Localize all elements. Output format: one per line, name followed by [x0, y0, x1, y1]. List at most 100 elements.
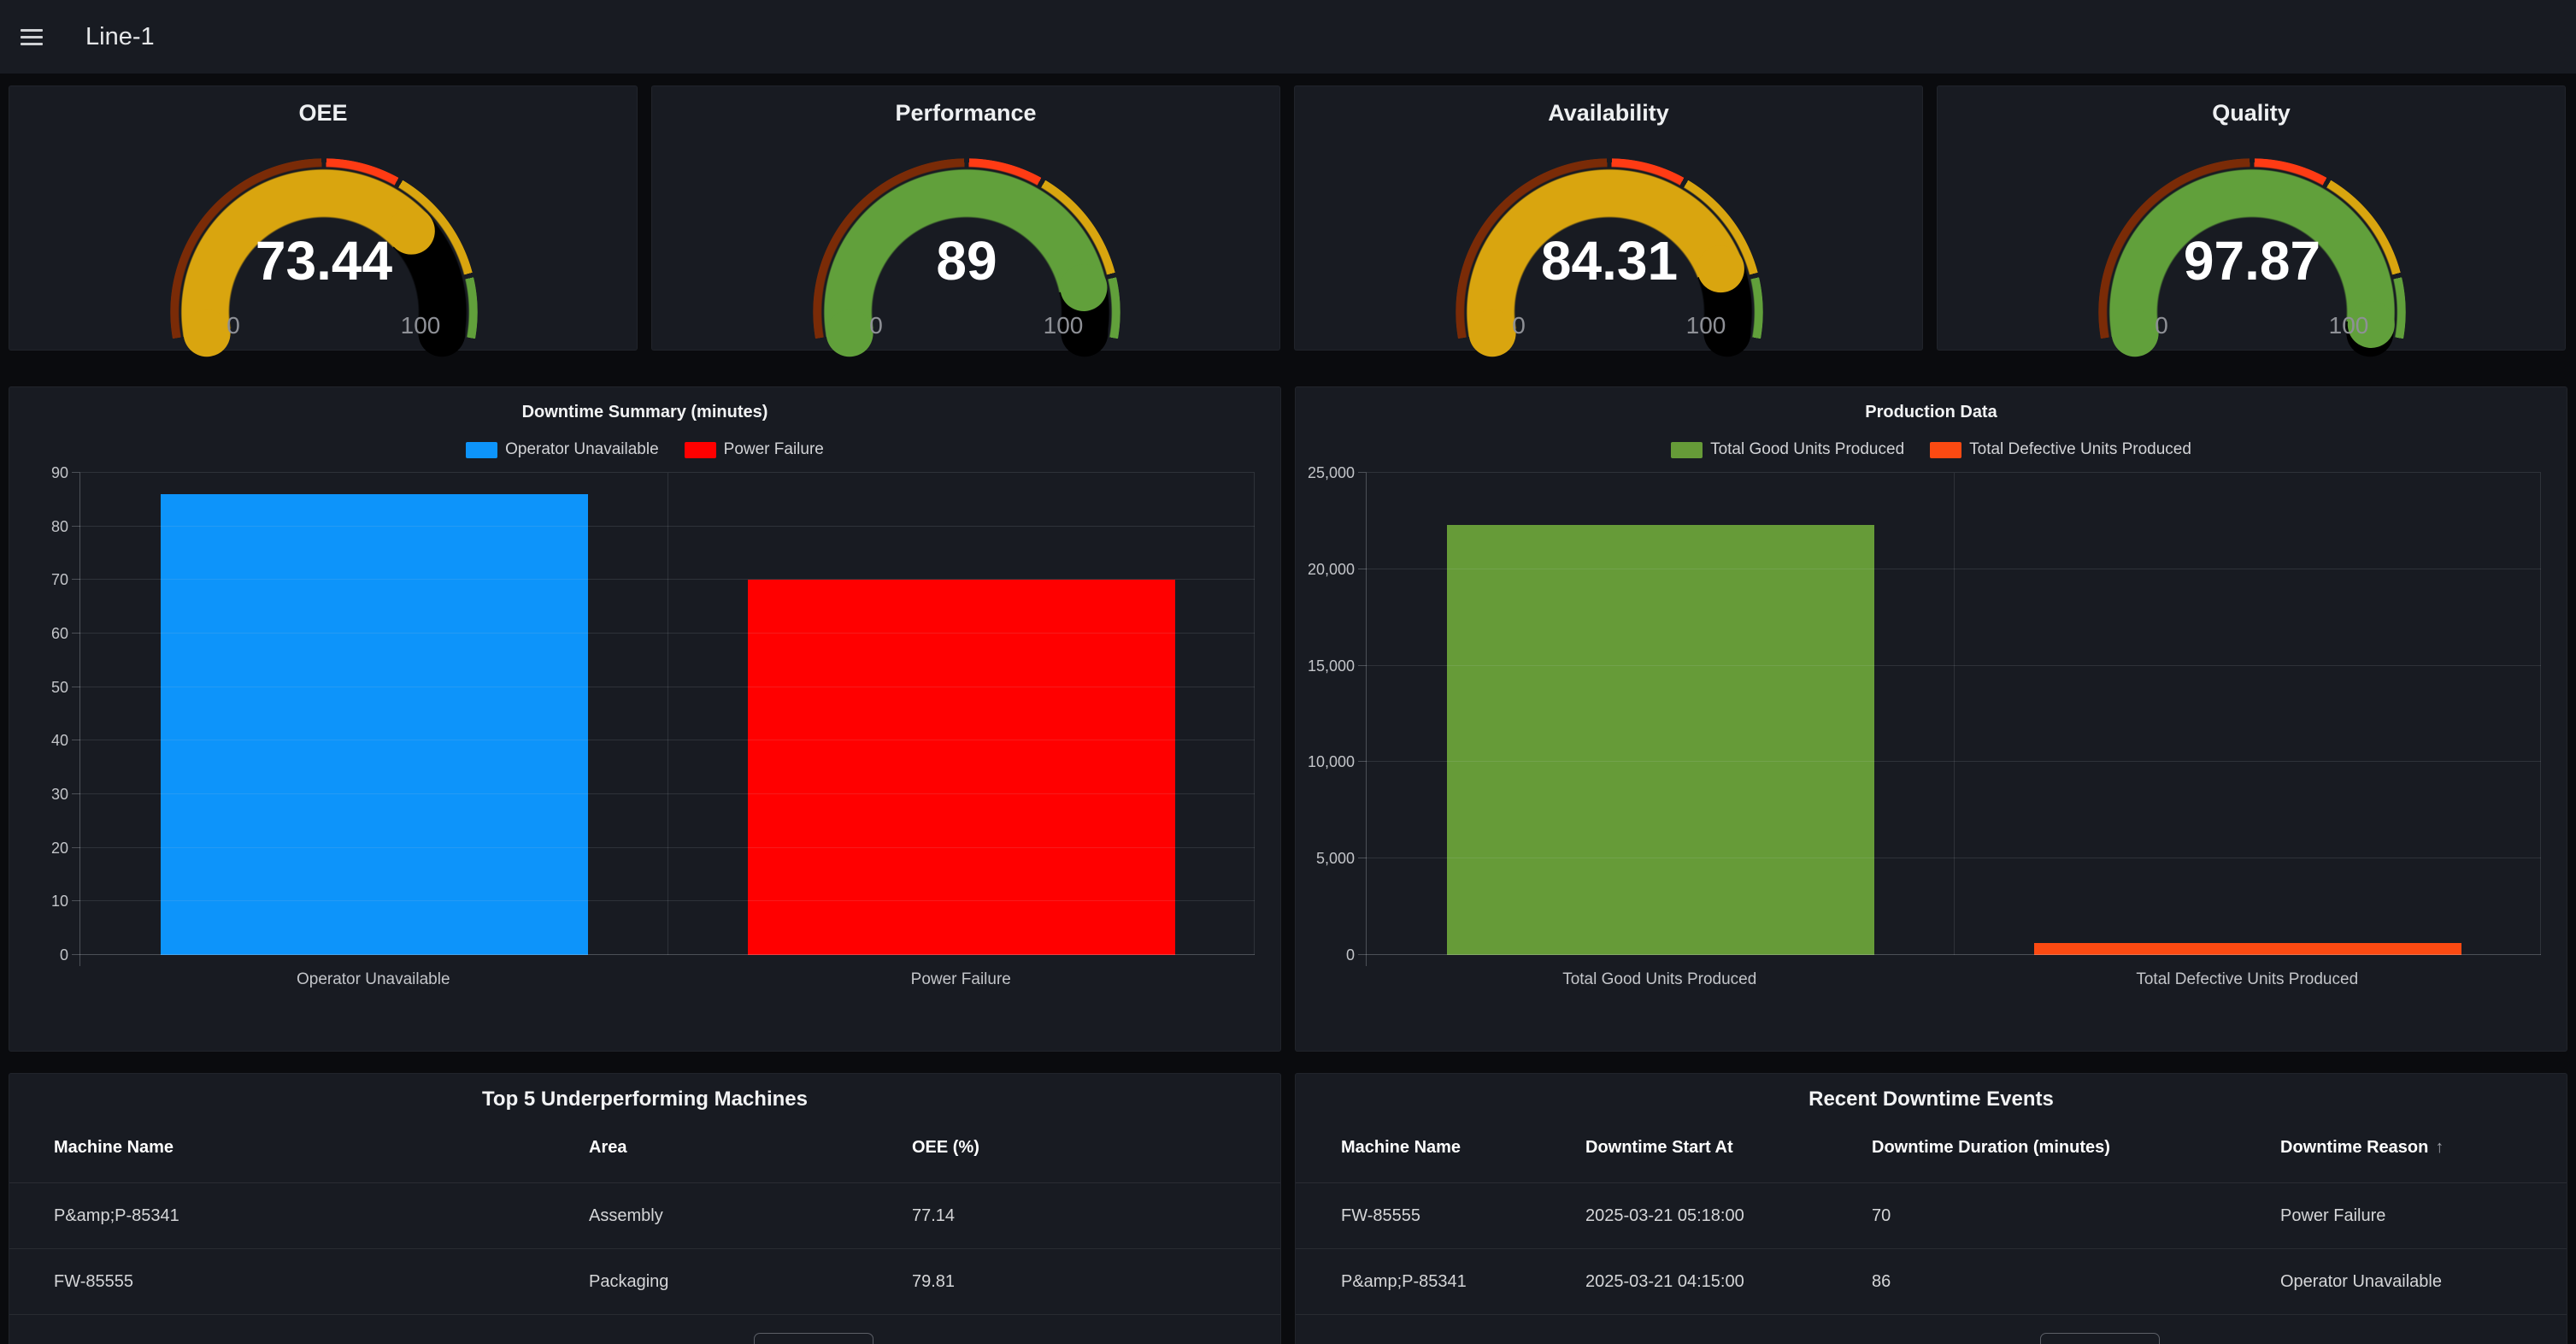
y-axis-label: 40 — [50, 732, 68, 750]
bar-defective-units — [2033, 943, 2461, 955]
panel-title: Recent Downtime Events — [1808, 1088, 2054, 1111]
gauge-min-label: 0 — [226, 312, 240, 339]
cell-oee: 77.14 — [912, 1205, 956, 1225]
column-header-area[interactable]: Area — [589, 1138, 627, 1157]
availability-gauge: 84.31 0 100 — [1456, 158, 1763, 466]
cell-downtime-start: 2025-03-21 04:15:00 — [1585, 1271, 1744, 1291]
legend-label: Operator Unavailable — [505, 440, 659, 458]
y-axis-label: 5,000 — [1315, 850, 1355, 868]
panel-title: Quality — [2212, 100, 2291, 126]
panel-title: Production Data — [1865, 403, 1997, 421]
bar-series — [1367, 473, 2541, 955]
x-axis-label: Power Failure — [910, 970, 1011, 988]
table-row: P&amp;P-85341 2025-03-21 04:15:00 86 Ope… — [1296, 1249, 2567, 1315]
gauge-max-label: 100 — [1685, 312, 1726, 339]
chart-legend: Total Good Units Produced Total Defectiv… — [1296, 440, 2567, 459]
gauge-value: 73.44 — [255, 230, 393, 292]
legend-label: Total Good Units Produced — [1710, 440, 1905, 458]
x-axis-label: Operator Unavailable — [296, 970, 450, 988]
column-header-oee[interactable]: OEE (%) — [912, 1138, 979, 1157]
y-axis-label: 20 — [50, 839, 68, 857]
cell-downtime-reason: Operator Unavailable — [2280, 1271, 2442, 1291]
table-row: FW-85555 Packaging 79.81 — [9, 1249, 1280, 1315]
legend-item-power-failure[interactable]: Power Failure — [684, 440, 824, 459]
menu-icon[interactable] — [21, 25, 43, 49]
y-axis-label: 10 — [50, 893, 68, 911]
gridline — [1367, 954, 2541, 955]
cell-machine-name: FW-85555 — [1341, 1205, 1421, 1225]
gridline — [1254, 473, 1255, 955]
gauge-panel-oee: OEE 73.44 0 100 — [9, 85, 638, 466]
bar-power-failure — [747, 580, 1175, 955]
column-header-downtime-duration[interactable]: Downtime Duration (minutes) — [1872, 1138, 2110, 1157]
sort-ascending-icon: ↑ — [2435, 1138, 2444, 1157]
gridline — [80, 846, 1255, 848]
axis-tick — [72, 846, 80, 848]
legend-item-defective-units[interactable]: Total Defective Units Produced — [1930, 440, 2191, 459]
x-axis-labels: Total Good Units Produced Total Defectiv… — [1366, 970, 2541, 989]
x-axis-label: Total Defective Units Produced — [2136, 970, 2359, 988]
pagination-button[interactable] — [2040, 1333, 2160, 1344]
gridline — [1954, 473, 1955, 955]
legend-item-operator-unavailable[interactable]: Operator Unavailable — [466, 440, 659, 459]
column-header-downtime-reason[interactable]: Downtime Reason ↑ — [2280, 1138, 2567, 1158]
production-data-panel: Production Data Total Good Units Produce… — [1295, 386, 2567, 1052]
cell-area: Assembly — [589, 1205, 663, 1225]
y-axis-label: 0 — [1345, 946, 1355, 964]
x-axis-label: Total Good Units Produced — [1562, 970, 1757, 988]
panel-title: Performance — [895, 100, 1037, 126]
legend-swatch — [466, 441, 498, 458]
y-axis-label: 15,000 — [1307, 657, 1355, 675]
gridline — [2540, 473, 2541, 955]
y-axis-label: 60 — [50, 625, 68, 642]
pagination-button[interactable] — [754, 1333, 873, 1344]
axis-tick — [72, 579, 80, 581]
gridline — [80, 793, 1255, 794]
axis-tick — [72, 900, 80, 902]
gridline — [80, 579, 1255, 581]
gauge-value: 89 — [936, 230, 997, 292]
y-axis-label: 30 — [50, 786, 68, 803]
bar-series — [80, 473, 1255, 955]
panel-title: OEE — [298, 100, 348, 126]
table-row: FW-85555 2025-03-21 05:18:00 70 Power Fa… — [1296, 1183, 2567, 1249]
legend-label: Total Defective Units Produced — [1969, 440, 2191, 458]
performance-gauge: 89 0 100 — [813, 158, 1120, 466]
top-bar: Line-1 — [0, 0, 2576, 74]
y-axis-label: 10,000 — [1307, 753, 1355, 771]
oee-gauge: 73.44 0 100 — [170, 158, 478, 466]
legend-item-good-units[interactable]: Total Good Units Produced — [1671, 440, 1904, 459]
axis-tick — [1358, 954, 1367, 955]
legend-swatch — [684, 441, 716, 458]
cell-area: Packaging — [589, 1271, 669, 1291]
y-axis-label: 25,000 — [1307, 464, 1355, 481]
cell-machine-name: FW-85555 — [54, 1271, 134, 1291]
panel-title: Availability — [1548, 100, 1669, 126]
gridline — [80, 900, 1255, 902]
gauge-panel-performance: Performance 89 0 100 — [651, 85, 1280, 466]
gauge-max-label: 100 — [1043, 312, 1084, 339]
recent-downtime-events-panel: Recent Downtime Events Machine Name Down… — [1295, 1073, 2567, 1344]
y-axis-label: 80 — [50, 517, 68, 535]
quality-gauge: 97.87 0 100 — [2098, 158, 2406, 466]
production-bar-chart: 0 5,000 10,000 15,000 20,000 25,000 — [1308, 465, 2541, 966]
gridline — [1367, 761, 2541, 763]
legend-label: Power Failure — [723, 440, 824, 458]
column-header-machine-name[interactable]: Machine Name — [54, 1138, 174, 1157]
cell-machine-name: P&amp;P-85341 — [1341, 1271, 1467, 1291]
axis-tick — [1358, 664, 1367, 666]
gauge-value: 97.87 — [2183, 230, 2321, 292]
gauge-panel-quality: Quality 97.87 0 100 — [1937, 85, 2566, 466]
cell-downtime-duration: 86 — [1872, 1271, 1891, 1291]
y-axis-label: 50 — [50, 678, 68, 696]
cell-oee: 79.81 — [912, 1271, 956, 1291]
column-header-machine-name[interactable]: Machine Name — [1341, 1138, 1461, 1157]
gridline — [1367, 664, 2541, 666]
cell-downtime-start: 2025-03-21 05:18:00 — [1585, 1205, 1744, 1225]
bar-operator-unavailable — [160, 494, 588, 955]
cell-machine-name: P&amp;P-85341 — [54, 1205, 179, 1225]
bar-good-units — [1446, 524, 1874, 955]
column-header-downtime-start[interactable]: Downtime Start At — [1585, 1138, 1733, 1157]
gridline — [1367, 472, 2541, 473]
